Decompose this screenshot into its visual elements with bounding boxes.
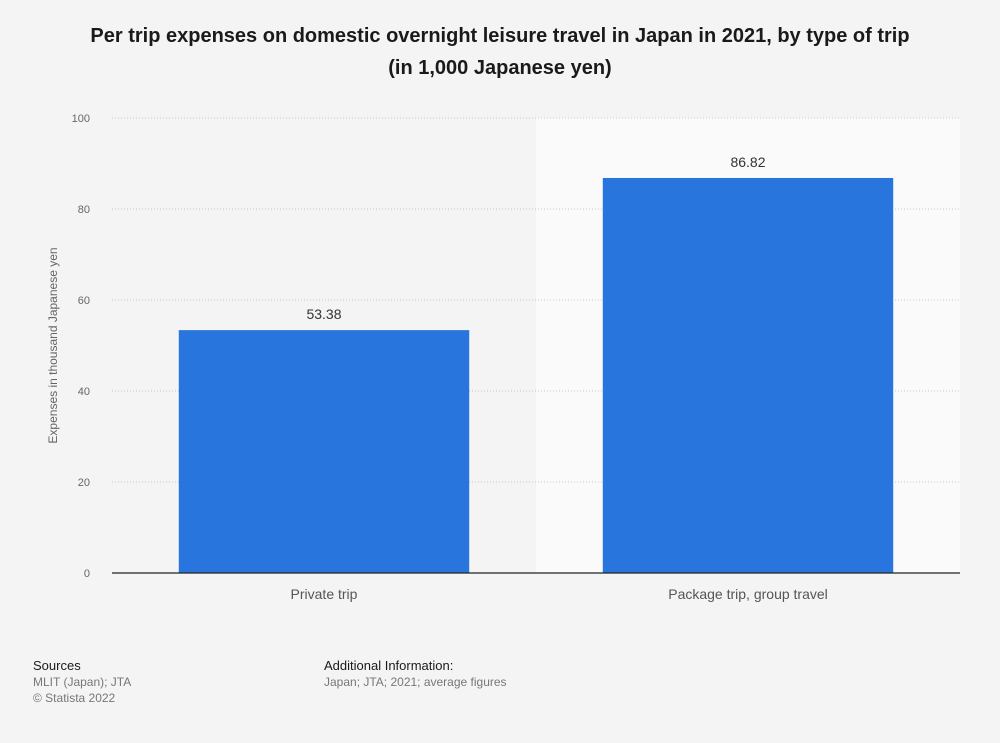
chart-title-line2: (in 1,000 Japanese yen) — [388, 57, 612, 79]
data-label: 86.82 — [730, 154, 765, 170]
bar — [602, 177, 894, 573]
y-tick-label: 80 — [78, 204, 90, 216]
x-tick-label: Package trip, group travel — [668, 586, 828, 602]
sources-text: MLIT (Japan); JTA — [33, 675, 132, 689]
y-tick-label: 0 — [84, 568, 90, 580]
additional-info-text: Japan; JTA; 2021; average figures — [324, 675, 507, 689]
additional-info-label: Additional Information: — [324, 658, 454, 673]
y-tick-label: 60 — [78, 295, 90, 307]
y-axis-title: Expenses in thousand Japanese yen — [46, 247, 60, 443]
sources-label: Sources — [33, 658, 81, 673]
data-label: 53.38 — [306, 306, 341, 322]
chart-title: Per trip expenses on domestic overnight … — [0, 20, 1000, 84]
additional-info-block: Additional Information: Japan; JTA; 2021… — [324, 658, 507, 690]
bar — [178, 330, 470, 573]
chart-title-line1: Per trip expenses on domestic overnight … — [90, 25, 910, 47]
y-tick-label: 20 — [78, 477, 90, 489]
x-tick-label: Private trip — [291, 586, 358, 602]
y-tick-label: 100 — [72, 113, 90, 125]
copyright-text: © Statista 2022 — [33, 691, 116, 705]
bar-chart: 0 20 40 60 80 100 Expenses in thousand Japanes… — [46, 113, 960, 602]
y-tick-label: 40 — [78, 386, 90, 398]
sources-block: Sources MLIT (Japan); JTA © Statista 202… — [33, 658, 131, 706]
